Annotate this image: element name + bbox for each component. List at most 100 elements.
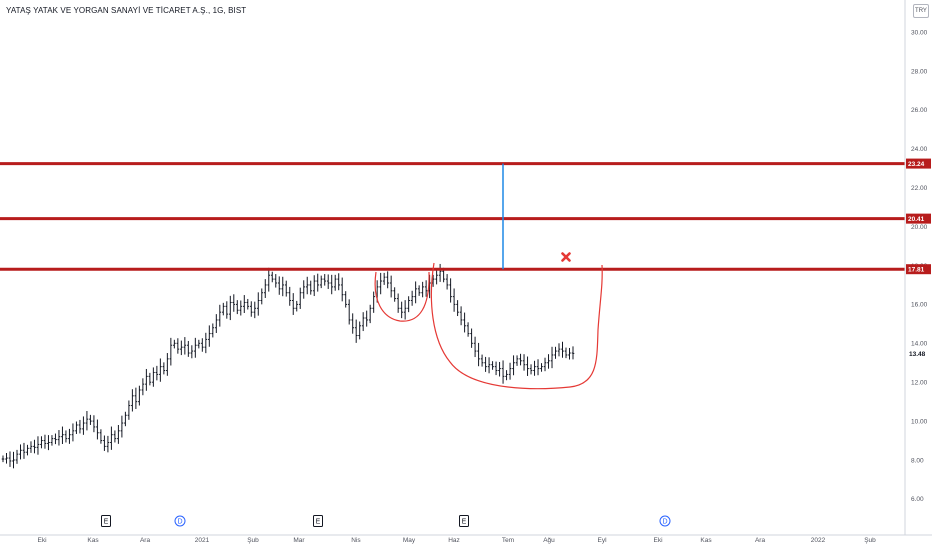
ohlc-bar[interactable] xyxy=(316,273,320,292)
ohlc-bar[interactable] xyxy=(26,444,29,456)
ohlc-bar[interactable] xyxy=(82,416,85,435)
ohlc-bar[interactable] xyxy=(1,455,5,463)
ohlc-bar[interactable] xyxy=(512,355,515,376)
ohlc-bar[interactable] xyxy=(235,300,239,315)
ohlc-bar[interactable] xyxy=(326,274,330,289)
ohlc-bar[interactable] xyxy=(400,301,403,319)
ohlc-bar[interactable] xyxy=(148,372,152,386)
ohlc-bar[interactable] xyxy=(47,435,50,451)
ohlc-bar[interactable] xyxy=(484,356,487,372)
ohlc-bar[interactable] xyxy=(309,280,313,295)
ohlc-bar[interactable] xyxy=(508,362,512,380)
ohlc-bar[interactable] xyxy=(435,269,438,285)
ohlc-bar[interactable] xyxy=(169,337,173,366)
ohlc-bar[interactable] xyxy=(344,291,347,308)
ohlc-bar[interactable] xyxy=(424,280,428,297)
ohlc-bar[interactable] xyxy=(127,400,131,420)
ohlc-bar[interactable] xyxy=(449,278,452,303)
ohlc-bar[interactable] xyxy=(162,362,166,375)
ohlc-bar[interactable] xyxy=(54,433,57,445)
ohlc-bar[interactable] xyxy=(22,442,26,459)
ohlc-bar[interactable] xyxy=(295,300,299,312)
ohlc-bar[interactable] xyxy=(242,295,246,313)
ohlc-bar[interactable] xyxy=(498,361,501,377)
ohlc-bar[interactable] xyxy=(274,274,278,288)
ohlc-bar[interactable] xyxy=(389,275,393,298)
ohlc-bar[interactable] xyxy=(89,414,92,425)
ohlc-bar[interactable] xyxy=(260,288,264,305)
ohlc-bar[interactable] xyxy=(564,347,568,359)
ohlc-bar[interactable] xyxy=(319,275,323,289)
ohlc-bar[interactable] xyxy=(131,389,134,412)
earnings-marker[interactable]: E xyxy=(313,515,323,527)
ohlc-bar[interactable] xyxy=(529,364,533,375)
ohlc-bar[interactable] xyxy=(354,319,358,343)
ohlc-bar[interactable] xyxy=(288,286,292,306)
ohlc-bar[interactable] xyxy=(519,353,522,366)
ohlc-bar[interactable] xyxy=(103,435,106,451)
ohlc-bar[interactable] xyxy=(61,426,64,445)
ohlc-bar[interactable] xyxy=(166,353,169,376)
ohlc-bar[interactable] xyxy=(312,275,316,297)
ohlc-bar[interactable] xyxy=(515,355,519,366)
ohlc-bar[interactable] xyxy=(211,323,215,338)
ohlc-bar[interactable] xyxy=(358,321,361,340)
ohlc-bar[interactable] xyxy=(78,419,82,434)
ohlc-bar[interactable] xyxy=(540,363,543,372)
ohlc-bar[interactable] xyxy=(201,338,204,352)
ohlc-bar[interactable] xyxy=(113,430,117,443)
ohlc-bar[interactable] xyxy=(253,301,257,319)
ohlc-bar[interactable] xyxy=(134,387,138,410)
ohlc-bar[interactable] xyxy=(568,347,571,360)
handle-sketch[interactable] xyxy=(374,271,430,322)
ohlc-bar[interactable] xyxy=(445,274,449,290)
ohlc-bar[interactable] xyxy=(71,423,75,442)
ohlc-bar[interactable] xyxy=(414,281,417,304)
ohlc-bar[interactable] xyxy=(340,277,344,302)
ohlc-bar[interactable] xyxy=(155,365,159,381)
ohlc-bar[interactable] xyxy=(452,288,456,312)
ohlc-bar[interactable] xyxy=(505,370,508,381)
ohlc-bar[interactable] xyxy=(386,271,389,289)
ohlc-bar[interactable] xyxy=(277,276,281,295)
ohlc-bar[interactable] xyxy=(263,279,267,298)
ohlc-bar[interactable] xyxy=(183,337,187,355)
ohlc-bar[interactable] xyxy=(547,354,550,369)
ohlc-bar[interactable] xyxy=(417,285,421,296)
ohlc-bar[interactable] xyxy=(438,263,442,282)
ohlc-bar[interactable] xyxy=(33,439,36,454)
ohlc-bar[interactable] xyxy=(204,332,208,354)
ohlc-bar[interactable] xyxy=(5,452,8,464)
ohlc-bar[interactable] xyxy=(12,451,15,469)
ohlc-bar[interactable] xyxy=(145,368,148,391)
ohlc-bar[interactable] xyxy=(501,360,505,384)
ohlc-bar[interactable] xyxy=(222,302,225,316)
ohlc-bar[interactable] xyxy=(29,441,33,453)
ohlc-bar[interactable] xyxy=(40,436,43,449)
ohlc-bar[interactable] xyxy=(173,339,176,349)
ohlc-bar[interactable] xyxy=(117,424,120,444)
earnings-marker[interactable]: E xyxy=(101,515,111,527)
ohlc-bar[interactable] xyxy=(138,385,141,406)
ohlc-bar[interactable] xyxy=(176,338,180,354)
ohlc-bar[interactable] xyxy=(305,276,309,295)
ohlc-bar[interactable] xyxy=(85,410,89,431)
ohlc-bar[interactable] xyxy=(365,310,368,327)
ohlc-bar[interactable] xyxy=(477,342,480,367)
ohlc-bar[interactable] xyxy=(106,435,110,453)
ohlc-bar[interactable] xyxy=(43,434,47,449)
ohlc-bar[interactable] xyxy=(302,280,306,299)
ohlc-bar[interactable] xyxy=(215,314,218,333)
ohlc-bar[interactable] xyxy=(466,322,470,337)
ohlc-bar[interactable] xyxy=(298,287,302,309)
cross-mark-icon[interactable] xyxy=(561,252,571,262)
ohlc-bar[interactable] xyxy=(57,430,61,446)
ohlc-bar[interactable] xyxy=(347,299,351,325)
ohlc-bar[interactable] xyxy=(75,421,78,434)
ohlc-bar[interactable] xyxy=(159,358,162,382)
ohlc-bar[interactable] xyxy=(396,293,400,313)
ohlc-bar[interactable] xyxy=(533,360,536,376)
ohlc-bar[interactable] xyxy=(330,274,334,295)
ohlc-bar[interactable] xyxy=(554,346,557,359)
dividend-marker[interactable]: D xyxy=(659,515,671,527)
